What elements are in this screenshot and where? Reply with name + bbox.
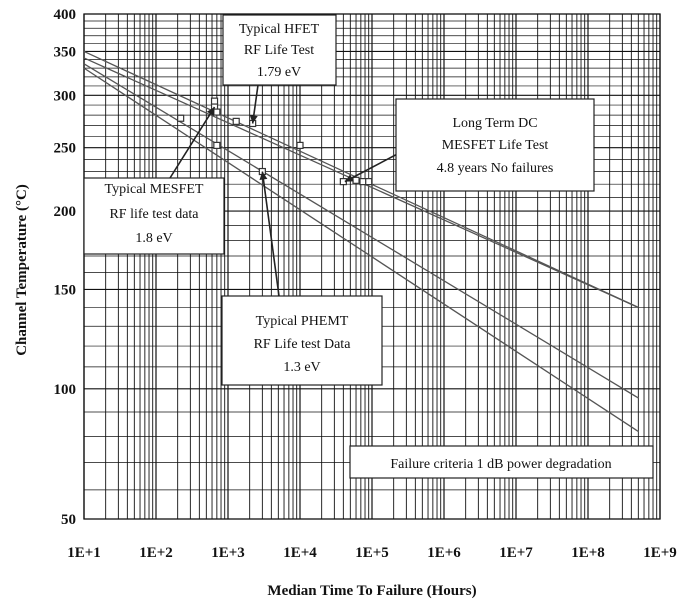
x-tick-label: 1E+8 [571, 545, 605, 561]
annotation-label: 1.8 eV [135, 231, 172, 246]
x-tick-label: 1E+9 [643, 545, 677, 561]
annotation-arrowhead [206, 107, 215, 116]
annotation-arrowhead [344, 174, 354, 182]
annotation-label: RF life test data [109, 207, 199, 222]
annotation-box [83, 177, 225, 255]
annotation-label: MESFET Life Test [442, 138, 549, 153]
data-point [177, 114, 185, 122]
y-tick-label: 50 [61, 512, 76, 528]
x-axis-title: Median Time To Failure (Hours) [267, 583, 476, 599]
x-tick-label: 1E+7 [499, 545, 533, 561]
points-layer [177, 97, 373, 186]
annotation-arrow [261, 171, 280, 297]
data-point [210, 97, 219, 105]
y-tick-label: 400 [54, 7, 77, 23]
y-tick-label: 100 [54, 382, 77, 398]
plot-frame [83, 13, 661, 520]
data-point [232, 117, 240, 125]
annotation-box [349, 445, 654, 479]
annotation-label: Typical PHEMT [256, 314, 349, 329]
y-tick-label: 150 [54, 282, 77, 298]
data-point [213, 108, 221, 116]
y-axis-title: Channel Temperature (°C) [14, 184, 30, 356]
data-point [359, 178, 367, 186]
annotation-label: Failure criteria 1 dB power degradation [390, 457, 611, 472]
x-tick-label: 1E+5 [355, 545, 389, 561]
y-tick-label: 200 [54, 204, 77, 220]
y-tick-label: 300 [54, 88, 77, 104]
annotation-box [221, 295, 383, 386]
x-tick-label: 1E+4 [283, 545, 317, 561]
annotation-arrow [344, 149, 406, 183]
x-tick-label: 1E+3 [211, 545, 245, 561]
x-tick-label: 1E+2 [139, 545, 173, 561]
grid [83, 13, 661, 520]
annotation-arrowhead [259, 171, 268, 180]
annotation-label: RF Life Test [244, 43, 314, 58]
annotation-label: Long Term DC [452, 116, 537, 131]
data-point [365, 178, 373, 186]
data-point [213, 141, 221, 150]
annotation-label: Typical HFET [239, 22, 320, 37]
annotation-box [222, 14, 337, 86]
x-tick-label: 1E+1 [67, 545, 101, 561]
data-point [352, 176, 360, 184]
annotation-label: Typical MESFET [105, 182, 204, 197]
x-tick-label: 1E+6 [427, 545, 461, 561]
annotation-label: RF Life test Data [254, 337, 352, 352]
series-line [83, 63, 639, 399]
data-point [296, 141, 304, 150]
annotation-arrow [169, 106, 216, 179]
ticks-layer: 1E+1 1E+2 1E+3 1E+4 1E+5 1E+6 1E+7 1E+8 1E+9 400 3… [54, 7, 677, 561]
annotation-label: 1.79 eV [257, 65, 301, 80]
annotation-box [395, 98, 595, 192]
annotation-label: 1.3 eV [283, 360, 320, 375]
y-tick-label: 350 [54, 44, 77, 60]
annotations-layer: Typical HFET RF Life Test 1.79 eV Long Term… [83, 14, 654, 479]
annotation-label: 4.8 years No failures [437, 161, 554, 176]
series-line [83, 67, 639, 433]
y-tick-label: 250 [54, 141, 77, 157]
annotation-arrowhead [249, 115, 258, 124]
